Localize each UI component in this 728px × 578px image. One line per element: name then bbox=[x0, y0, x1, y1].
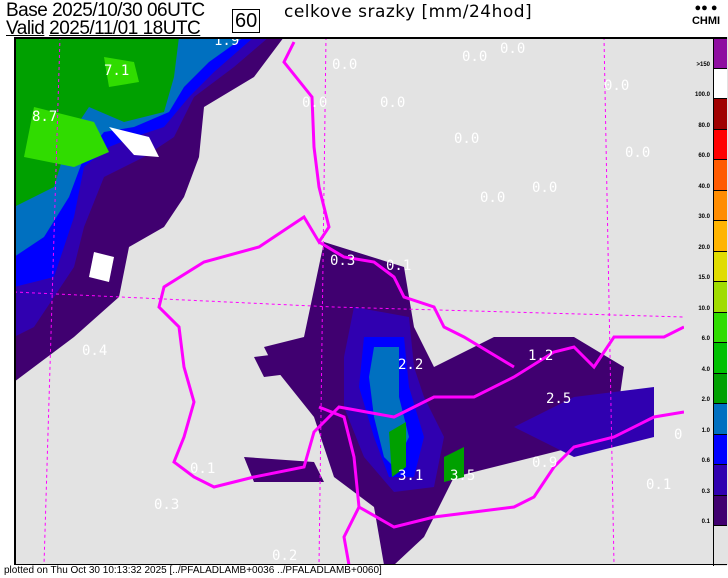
legend-band bbox=[713, 281, 727, 313]
legend-band bbox=[713, 98, 727, 130]
svg-text:0.0: 0.0 bbox=[480, 190, 505, 206]
svg-text:0.3: 0.3 bbox=[154, 497, 179, 513]
precipitation-field-west bbox=[14, 37, 284, 382]
legend-label: 2.0 bbox=[701, 397, 710, 403]
legend-band bbox=[713, 37, 727, 69]
legend-label: 15.0 bbox=[698, 275, 710, 281]
legend-band bbox=[713, 494, 727, 526]
legend-band bbox=[713, 464, 727, 496]
legend-band bbox=[713, 342, 727, 374]
legend-label: 0.1 bbox=[701, 519, 710, 525]
legend-label: 100.0 bbox=[694, 92, 710, 98]
svg-text:0.3: 0.3 bbox=[330, 253, 355, 269]
chmi-logo: ●● ● CHMI bbox=[686, 2, 726, 28]
map-title: celkove srazky [mm/24hod] bbox=[284, 2, 533, 22]
svg-text:0.0: 0.0 bbox=[302, 95, 327, 111]
legend-band bbox=[713, 372, 727, 404]
value-labels: 1.9 7.1 8.7 0.0 0.0 0.0 0.0 0.0 0.0 0.0 … bbox=[32, 37, 682, 564]
legend-label: 80.0 bbox=[698, 122, 710, 129]
legend-band bbox=[713, 189, 727, 221]
legend-label: 0.6 bbox=[701, 458, 710, 464]
svg-text:8.7: 8.7 bbox=[32, 109, 57, 125]
legend-label: >150 bbox=[696, 61, 710, 68]
legend-band bbox=[713, 220, 727, 252]
legend-band bbox=[713, 250, 727, 282]
legend-band bbox=[713, 159, 727, 191]
svg-text:0.4: 0.4 bbox=[82, 343, 107, 359]
country-borders bbox=[157, 41, 684, 565]
svg-text:0.0: 0.0 bbox=[532, 180, 557, 196]
legend-label: 6.0 bbox=[701, 336, 710, 342]
color-legend: >150 100.0 80.0 60.0 40.0 30.0 20.0 15.0 10.0 6.0… bbox=[684, 37, 728, 566]
legend-label: 0.3 bbox=[701, 488, 710, 495]
legend-band bbox=[713, 403, 727, 435]
svg-text:2.2: 2.2 bbox=[398, 357, 423, 373]
svg-text:2.5: 2.5 bbox=[546, 391, 571, 407]
svg-text:0.0: 0.0 bbox=[462, 49, 487, 65]
svg-text:0.1: 0.1 bbox=[646, 477, 671, 493]
legend-label: 60.0 bbox=[698, 153, 710, 159]
svg-text:0.0: 0.0 bbox=[332, 57, 357, 73]
legend-label: 40.0 bbox=[698, 183, 710, 190]
legend-band bbox=[713, 67, 727, 99]
legend-label: 20.0 bbox=[698, 244, 710, 251]
svg-text:0.9: 0.9 bbox=[532, 455, 557, 471]
base-time: Base 2025/10/30 06UTC bbox=[6, 0, 205, 21]
legend-label: 1.0 bbox=[701, 427, 710, 434]
precipitation-map: 1.9 7.1 8.7 0.0 0.0 0.0 0.0 0.0 0.0 0.0 … bbox=[14, 37, 684, 565]
svg-text:0.1: 0.1 bbox=[190, 461, 215, 477]
svg-text:1.9: 1.9 bbox=[214, 37, 239, 49]
legend-band bbox=[713, 128, 727, 160]
footer-plot-info: plotted on Thu Oct 30 10:13:32 2025 [../… bbox=[4, 565, 382, 576]
svg-text:0.2: 0.2 bbox=[272, 548, 297, 564]
svg-text:3.5: 3.5 bbox=[450, 468, 475, 484]
forecast-hour-box: 60 bbox=[232, 9, 261, 33]
legend-band bbox=[713, 433, 727, 465]
svg-text:0: 0 bbox=[674, 427, 682, 443]
svg-text:0.0: 0.0 bbox=[604, 78, 629, 94]
svg-text:0.1: 0.1 bbox=[386, 258, 411, 274]
precipitation-field-central bbox=[244, 242, 654, 565]
valid-time: Valid 2025/11/01 18UTC bbox=[6, 18, 201, 39]
svg-text:7.1: 7.1 bbox=[104, 63, 129, 79]
logo-mark-icon: ●● ● bbox=[694, 2, 718, 14]
grid-lines bbox=[14, 37, 684, 565]
svg-text:0.0: 0.0 bbox=[625, 145, 650, 161]
svg-text:0.0: 0.0 bbox=[500, 41, 525, 57]
legend-band bbox=[713, 525, 727, 566]
legend-label: 10.0 bbox=[698, 305, 710, 312]
svg-text:1.2: 1.2 bbox=[528, 348, 553, 364]
legend-label: 4.0 bbox=[701, 366, 710, 373]
svg-text:3.1: 3.1 bbox=[398, 468, 423, 484]
svg-text:0.0: 0.0 bbox=[454, 131, 479, 147]
legend-band bbox=[713, 311, 727, 343]
svg-text:0.0: 0.0 bbox=[380, 95, 405, 111]
legend-label: 30.0 bbox=[698, 214, 710, 220]
